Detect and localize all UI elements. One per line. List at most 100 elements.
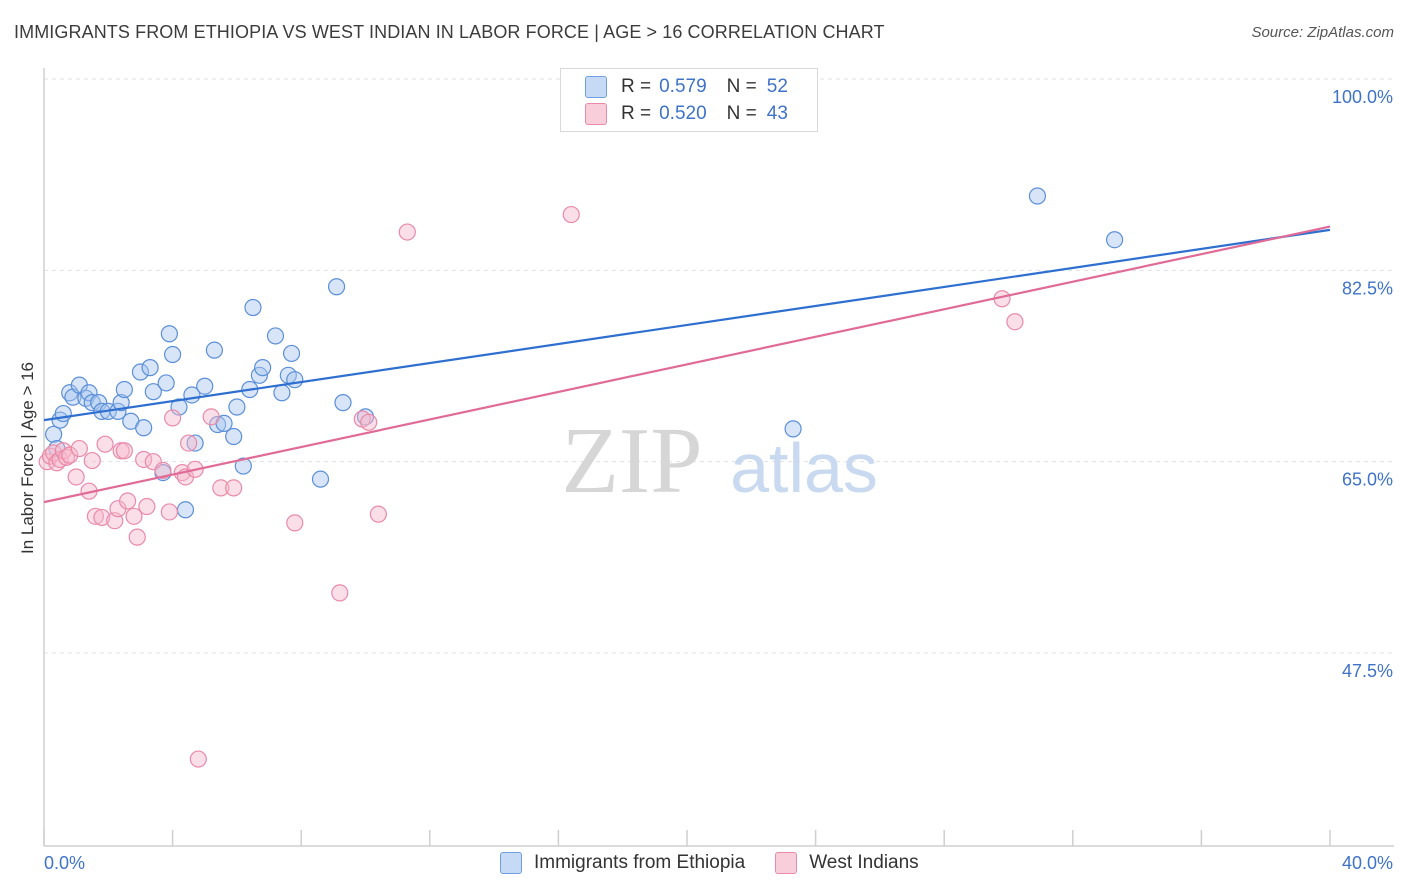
ethiopia-point xyxy=(273,384,291,402)
watermark: ZIP atlas xyxy=(562,409,878,513)
series-label-west-indians: West Indians xyxy=(809,852,919,873)
west-indians-point xyxy=(331,584,349,602)
ethiopia-point xyxy=(176,501,195,519)
west-indians-point xyxy=(154,461,172,480)
ethiopia-point xyxy=(334,394,352,412)
west-indians-point xyxy=(212,479,230,497)
stats-legend: R = 0.579 N = 52 R = 0.520 N = 43 xyxy=(560,68,818,132)
series-swatch-ethiopia xyxy=(500,852,522,874)
x-tick-label-min: 0.0% xyxy=(44,853,85,873)
ethiopia-point xyxy=(286,371,304,389)
legend-swatch-ethiopia xyxy=(585,76,607,98)
west-indians-point xyxy=(125,507,143,525)
west-indians-point xyxy=(83,451,101,470)
ethiopia-point xyxy=(157,374,175,392)
ethiopia-point xyxy=(205,341,223,359)
ethiopia-point xyxy=(784,420,802,438)
ethiopia-point xyxy=(112,394,130,412)
tick-labels: 47.5% 65.0% 82.5% 100.0% 0.0% 40.0% xyxy=(44,87,1393,873)
ethiopia-point xyxy=(164,345,182,364)
ethiopia-point xyxy=(141,359,159,377)
y-tick-label: 100.0% xyxy=(1332,87,1393,107)
data-points xyxy=(38,187,1124,768)
ethiopia-point xyxy=(254,359,272,377)
legend-swatch-west-indians xyxy=(585,103,607,125)
west-indians-point xyxy=(369,505,387,523)
legend-row-west-indians: R = 0.520 N = 43 xyxy=(585,102,788,126)
legend-n-label: N = xyxy=(726,103,757,124)
west-indians-point xyxy=(189,750,207,768)
ethiopia-point xyxy=(160,325,178,343)
legend-n-label: N = xyxy=(726,76,757,97)
west-indians-point xyxy=(128,528,146,546)
west-indians-point xyxy=(118,492,137,510)
legend-row-ethiopia: R = 0.579 N = 52 xyxy=(585,75,788,99)
west-indians-point xyxy=(138,497,156,516)
ethiopia-point xyxy=(311,470,330,488)
y-tick-label: 82.5% xyxy=(1342,278,1393,298)
west-indians-point xyxy=(360,413,378,431)
legend-n-value: 43 xyxy=(766,103,788,124)
ethiopia-point xyxy=(115,380,133,399)
ethiopia-point xyxy=(234,457,252,475)
west-indians-point xyxy=(115,442,133,460)
y-tick-label: 65.0% xyxy=(1342,470,1393,490)
ethiopia-point xyxy=(1028,187,1047,205)
west-indians-point xyxy=(86,507,105,525)
axes xyxy=(43,68,1394,847)
series-legend-item-west-indians: West Indians xyxy=(775,852,919,874)
ethiopia-point xyxy=(282,344,301,363)
ethiopia-point xyxy=(131,363,150,381)
series-legend: Immigrants from Ethiopia West Indians xyxy=(500,852,949,874)
west-indians-point xyxy=(180,434,198,452)
west-indians-point xyxy=(286,514,304,532)
west-indians-point xyxy=(225,479,243,497)
ethiopia-point xyxy=(225,427,243,446)
legend-r-label: R = xyxy=(621,76,652,97)
x-tick-label-max: 40.0% xyxy=(1342,853,1393,873)
legend-r-label: R = xyxy=(621,103,652,124)
ethiopia-point xyxy=(90,394,108,412)
west-indians-point xyxy=(67,468,85,486)
west-indians-point xyxy=(202,408,220,426)
west-indians-point xyxy=(398,223,416,241)
legend-r-value: 0.520 xyxy=(659,103,707,124)
ethiopia-point xyxy=(266,327,285,345)
west-indians-point xyxy=(1006,313,1024,331)
grid-lines xyxy=(44,78,1394,654)
ethiopia-point xyxy=(196,377,214,395)
trend-lines xyxy=(43,225,1331,504)
source-label: Source: ZipAtlas.com xyxy=(1251,24,1394,41)
ethiopia-point xyxy=(135,419,153,437)
west-indians-point xyxy=(562,205,580,224)
ethiopia-point xyxy=(83,394,101,412)
ethiopia-point xyxy=(1105,231,1124,249)
ethiopia-point xyxy=(170,398,188,416)
ethiopia-point xyxy=(45,425,63,443)
west-indians-point xyxy=(160,503,178,521)
ethiopia-point xyxy=(244,298,262,317)
ethiopia-point xyxy=(228,398,246,416)
west-indians-trend-line xyxy=(43,225,1331,504)
series-label-ethiopia: Immigrants from Ethiopia xyxy=(534,852,746,873)
ethiopia-point xyxy=(327,278,346,296)
west-indians-point xyxy=(61,446,79,464)
west-indians-point xyxy=(96,435,114,453)
y-tick-label: 47.5% xyxy=(1342,661,1393,681)
series-swatch-west-indians xyxy=(775,852,798,874)
legend-r-value: 0.579 xyxy=(659,76,707,97)
ethiopia-point xyxy=(186,434,204,452)
west-indians-point xyxy=(164,409,182,427)
west-indians-point xyxy=(70,439,88,458)
west-indians-point xyxy=(93,508,111,527)
ethiopia-point xyxy=(144,383,162,401)
west-indians-point xyxy=(144,453,162,471)
watermark-zip: ZIP xyxy=(562,409,703,513)
west-indians-point xyxy=(51,450,69,469)
series-legend-item-ethiopia: Immigrants from Ethiopia xyxy=(500,852,745,874)
chart-title: IMMIGRANTS FROM ETHIOPIA VS WEST INDIAN … xyxy=(14,22,885,42)
legend-n-value: 52 xyxy=(766,76,788,97)
watermark-atlas: atlas xyxy=(730,429,878,507)
ethiopia-trend-line xyxy=(43,228,1331,422)
